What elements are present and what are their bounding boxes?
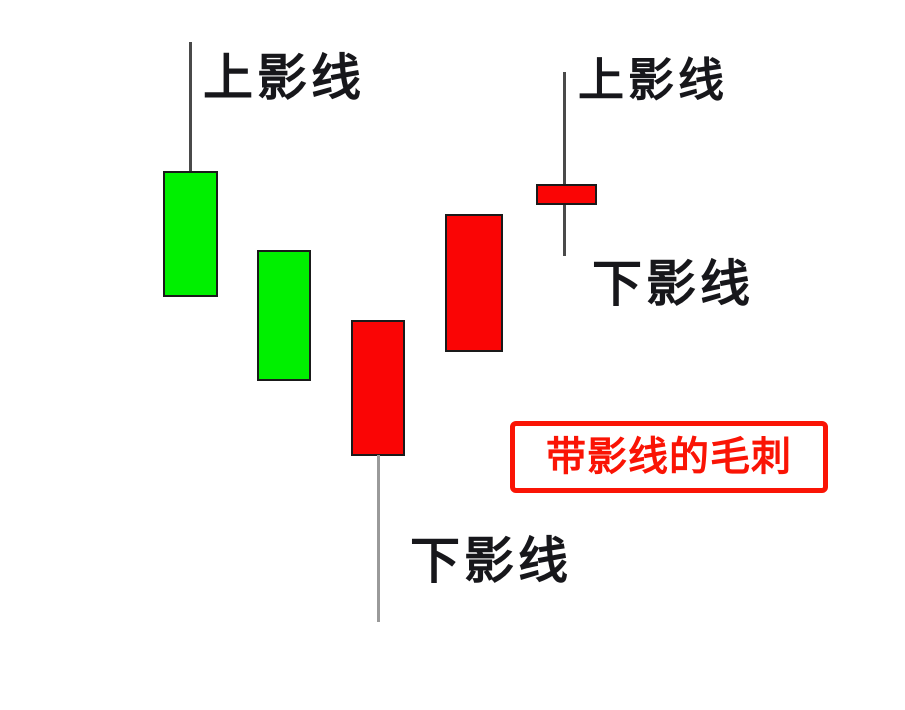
candle-1-upper-wick <box>189 42 192 172</box>
candle-4-body <box>445 214 503 352</box>
candle-3-lower-wick <box>377 455 380 622</box>
label-upper-shadow-right: 上影线 <box>578 55 728 106</box>
candle-5-body <box>536 184 597 205</box>
label-lower-shadow-right: 下影线 <box>592 256 754 312</box>
callout-label: 带影线的毛刺 <box>546 435 792 479</box>
label-lower-shadow-center: 下影线 <box>410 533 572 589</box>
label-upper-shadow-left: 上影线 <box>203 50 365 106</box>
candle-2-body <box>257 250 311 381</box>
candle-5-wick <box>563 72 566 256</box>
candle-1-body <box>163 171 218 297</box>
callout-box: 带影线的毛刺 <box>510 421 828 493</box>
candle-3-body <box>351 320 405 456</box>
